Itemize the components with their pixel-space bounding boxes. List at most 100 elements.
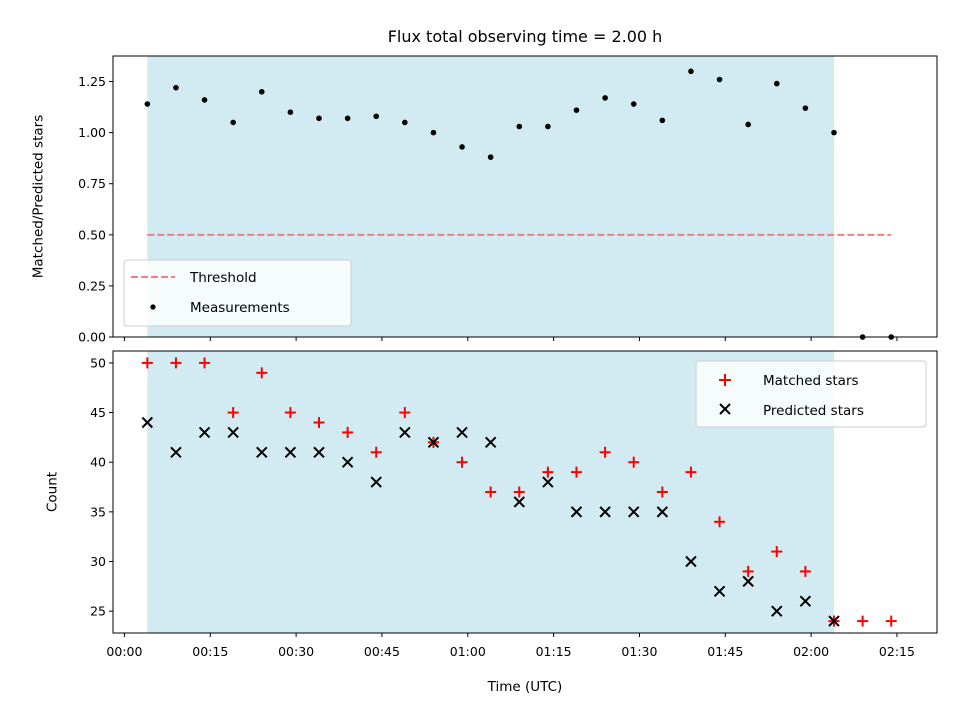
predicted-marker-b xyxy=(370,476,382,488)
predicted-marker-b xyxy=(713,585,726,598)
bottom-legend: Matched stars Predicted stars xyxy=(695,360,927,428)
predicted-star-point xyxy=(141,416,154,429)
predicted-star-point xyxy=(799,595,812,607)
top-y-axis-label: Matched/Predicted stars xyxy=(31,115,47,278)
matched-star-point xyxy=(599,446,611,458)
measurement-point xyxy=(201,97,208,103)
predicted-marker-b xyxy=(399,426,411,439)
predicted-star-point xyxy=(656,506,669,518)
predicted-star-point xyxy=(685,555,697,568)
measurement-point xyxy=(573,107,580,113)
measurement-point xyxy=(173,84,179,91)
x-tick-label: 00:45 xyxy=(364,644,400,659)
matched-star-point xyxy=(456,456,468,468)
predicted-star-point xyxy=(456,426,468,439)
matched-star-point xyxy=(742,565,754,577)
measurement-point xyxy=(459,144,465,150)
predicted-marker-b xyxy=(628,506,640,518)
measurement-point xyxy=(230,119,236,126)
matched-star-point xyxy=(771,546,783,558)
matched-star-point xyxy=(342,426,354,438)
measurement-point xyxy=(487,154,494,160)
predicted-star-point xyxy=(313,446,325,458)
predicted-star-point xyxy=(713,585,726,598)
predicted-marker-b xyxy=(656,506,669,518)
predicted-marker-b xyxy=(456,426,468,439)
matched-star-point xyxy=(571,466,582,478)
predicted-marker-b xyxy=(685,555,697,568)
legend-predicted-label: Predicted stars xyxy=(763,403,864,419)
predicted-marker-b xyxy=(284,446,297,458)
measurement-point xyxy=(373,113,380,120)
predicted-marker-b xyxy=(828,615,840,627)
measurement-point xyxy=(344,115,351,122)
matched-star-point xyxy=(857,615,869,627)
x-tick-label: 01:30 xyxy=(621,644,657,659)
bottom-y-tick-label: 40 xyxy=(90,455,106,470)
top-y-tick-label: 1.00 xyxy=(78,125,106,140)
top-y-tick-label: 0.00 xyxy=(78,330,106,345)
bottom-series xyxy=(141,357,897,627)
measurement-point xyxy=(688,68,694,75)
measurement-point xyxy=(258,88,265,95)
matched-star-point xyxy=(542,466,554,478)
bottom-plot-frame xyxy=(112,350,938,634)
top-y-tick-label: 0.75 xyxy=(78,176,106,191)
top-y-tick-label: 0.50 xyxy=(78,227,106,242)
measurement-point xyxy=(716,76,723,83)
top-ticks: 0.00 0.25 0.50 0.75 1.00 1.25 xyxy=(78,74,898,345)
bottom-ticks: 25 30 35 40 45 50 00:00 00:15 00:30 00:45 01:00 01:… xyxy=(90,355,915,659)
legend-measurements-swatch xyxy=(150,304,156,310)
predicted-marker-b xyxy=(542,476,554,488)
predicted-marker-b xyxy=(341,456,354,468)
matched-star-point xyxy=(399,407,411,419)
matched-star-point xyxy=(199,357,211,369)
matched-star-point xyxy=(656,486,668,498)
top-y-tick-label: 0.25 xyxy=(78,278,106,293)
matched-star-point xyxy=(628,456,640,468)
predicted-star-point xyxy=(370,476,382,488)
matched-star-point xyxy=(256,367,268,379)
x-tick-label: 02:00 xyxy=(793,644,829,659)
measurement-point xyxy=(802,105,809,111)
predicted-star-point xyxy=(284,446,297,458)
predicted-star-point xyxy=(198,426,211,439)
matched-star-point xyxy=(685,466,697,478)
x-tick-label: 01:15 xyxy=(536,644,572,659)
predicted-marker-b xyxy=(570,506,583,518)
top-y-tick-label: 1.25 xyxy=(78,74,106,89)
measurement-point xyxy=(745,121,751,128)
legend-predicted-swatch xyxy=(719,403,731,415)
predicted-star-point xyxy=(628,506,640,518)
predicted-marker-b xyxy=(799,595,812,607)
legend-measurements-label: Measurements xyxy=(190,300,290,316)
matched-star-point xyxy=(885,615,897,627)
predicted-marker-b xyxy=(227,426,239,439)
measurement-point xyxy=(516,123,523,130)
predicted-star-point xyxy=(484,436,497,449)
legend-threshold-label: Threshold xyxy=(189,270,257,286)
predicted-star-point xyxy=(513,496,525,508)
predicted-marker-b xyxy=(513,496,525,508)
predicted-star-point xyxy=(427,436,440,449)
measurement-point xyxy=(602,95,608,101)
predicted-marker-b xyxy=(771,605,783,617)
top-plot-frame xyxy=(112,55,938,338)
predicted-star-point xyxy=(828,615,840,627)
predicted-marker-b xyxy=(484,436,497,449)
measurement-point xyxy=(287,109,294,115)
predicted-star-point xyxy=(399,426,411,439)
matched-star-point xyxy=(227,407,239,419)
matched-star-point xyxy=(284,407,296,419)
predicted-marker-b xyxy=(313,446,325,458)
predicted-marker-b xyxy=(198,426,211,439)
matched-star-point xyxy=(141,357,153,369)
measurement-point xyxy=(630,101,637,107)
matched-star-point xyxy=(313,416,325,428)
matched-star-point xyxy=(370,446,382,458)
measurement-point xyxy=(773,80,780,87)
x-tick-label: 02:15 xyxy=(879,644,915,659)
legend-matched-label: Matched stars xyxy=(763,373,859,389)
matched-star-point xyxy=(799,565,811,577)
predicted-star-point xyxy=(170,446,182,458)
